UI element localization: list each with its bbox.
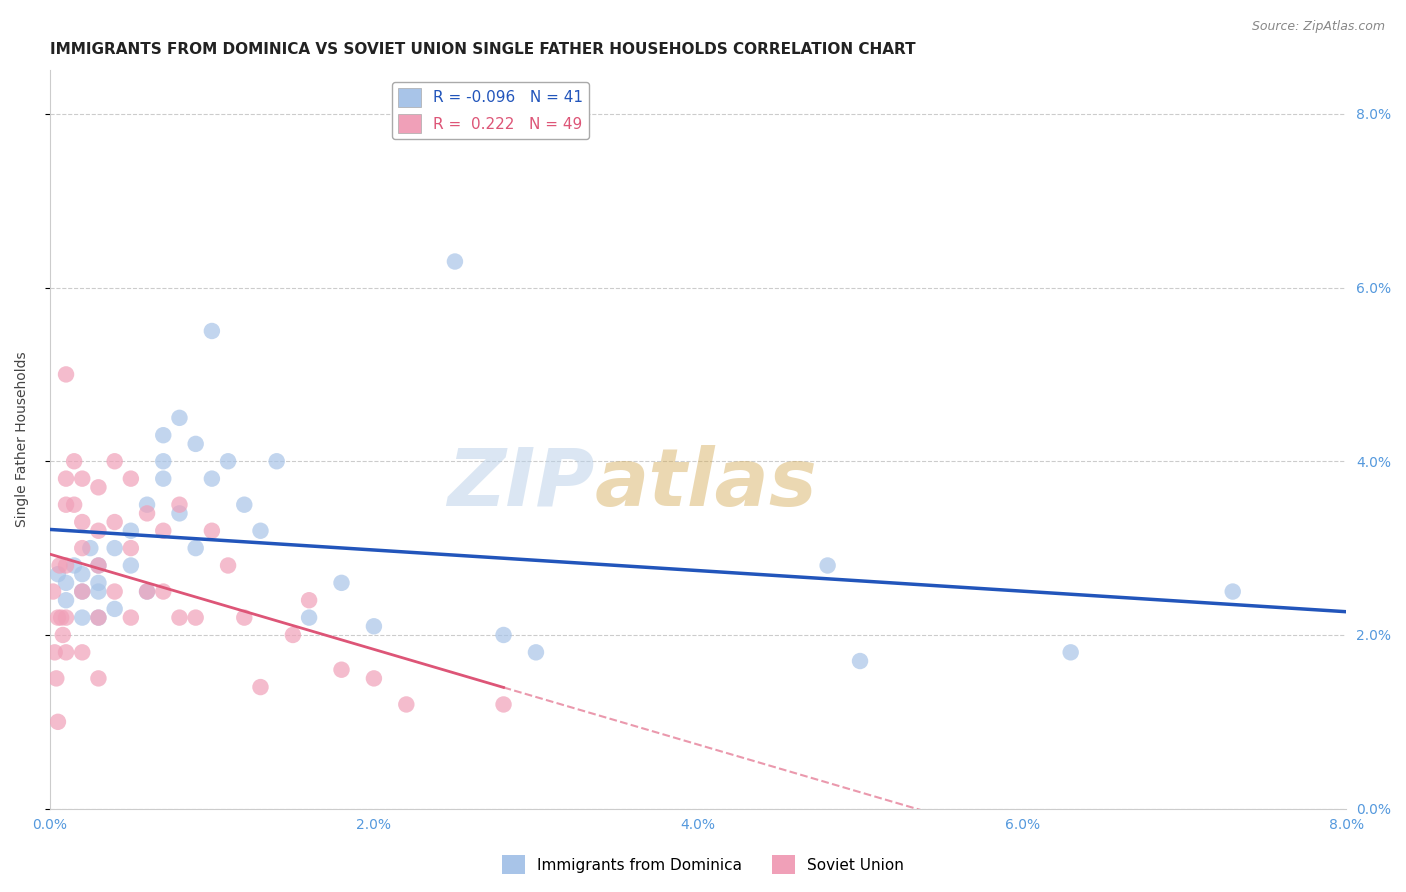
Text: ZIP: ZIP	[447, 445, 595, 523]
Point	[120, 472, 142, 486]
Point	[55, 593, 77, 607]
Point	[120, 558, 142, 573]
Point	[63, 558, 86, 573]
Legend: R = -0.096   N = 41, R =  0.222   N = 49: R = -0.096 N = 41, R = 0.222 N = 49	[392, 82, 589, 139]
Point	[1060, 645, 1083, 659]
Point	[444, 254, 467, 268]
Point	[70, 567, 93, 582]
Point	[87, 672, 110, 686]
Point	[63, 498, 86, 512]
Point	[87, 480, 110, 494]
Point	[363, 672, 385, 686]
Point	[46, 610, 69, 624]
Point	[55, 645, 77, 659]
Point	[70, 645, 93, 659]
Point	[249, 524, 271, 538]
Point	[55, 558, 77, 573]
Point	[79, 541, 101, 555]
Point	[87, 610, 110, 624]
Point	[201, 324, 224, 338]
Point	[44, 645, 66, 659]
Point	[330, 575, 353, 590]
Point	[63, 454, 86, 468]
Point	[136, 507, 159, 521]
Point	[217, 454, 239, 468]
Point	[104, 541, 127, 555]
Point	[42, 584, 65, 599]
Point	[184, 541, 207, 555]
Point	[55, 575, 77, 590]
Point	[152, 428, 174, 442]
Point	[201, 524, 224, 538]
Text: atlas: atlas	[595, 445, 817, 523]
Point	[849, 654, 872, 668]
Point	[70, 584, 93, 599]
Point	[52, 628, 75, 642]
Point	[233, 498, 256, 512]
Point	[169, 507, 191, 521]
Point	[169, 498, 191, 512]
Point	[120, 541, 142, 555]
Point	[249, 680, 271, 694]
Point	[48, 558, 70, 573]
Point	[70, 472, 93, 486]
Point	[70, 584, 93, 599]
Point	[87, 575, 110, 590]
Point	[492, 628, 515, 642]
Point	[298, 610, 321, 624]
Point	[817, 558, 839, 573]
Point	[184, 610, 207, 624]
Point	[46, 567, 69, 582]
Point	[152, 524, 174, 538]
Point	[46, 714, 69, 729]
Point	[55, 472, 77, 486]
Point	[152, 584, 174, 599]
Text: Source: ZipAtlas.com: Source: ZipAtlas.com	[1251, 20, 1385, 33]
Point	[330, 663, 353, 677]
Point	[395, 698, 418, 712]
Point	[492, 698, 515, 712]
Point	[45, 672, 67, 686]
Point	[104, 515, 127, 529]
Point	[136, 584, 159, 599]
Point	[152, 472, 174, 486]
Point	[87, 610, 110, 624]
Point	[281, 628, 304, 642]
Point	[70, 515, 93, 529]
Point	[104, 602, 127, 616]
Point	[87, 584, 110, 599]
Point	[120, 610, 142, 624]
Point	[266, 454, 288, 468]
Point	[70, 610, 93, 624]
Text: IMMIGRANTS FROM DOMINICA VS SOVIET UNION SINGLE FATHER HOUSEHOLDS CORRELATION CH: IMMIGRANTS FROM DOMINICA VS SOVIET UNION…	[49, 42, 915, 57]
Legend: Immigrants from Dominica, Soviet Union: Immigrants from Dominica, Soviet Union	[495, 849, 911, 880]
Point	[87, 558, 110, 573]
Point	[217, 558, 239, 573]
Point	[298, 593, 321, 607]
Point	[184, 437, 207, 451]
Y-axis label: Single Father Households: Single Father Households	[15, 351, 30, 527]
Point	[169, 410, 191, 425]
Point	[70, 541, 93, 555]
Point	[152, 454, 174, 468]
Point	[55, 498, 77, 512]
Point	[524, 645, 547, 659]
Point	[169, 610, 191, 624]
Point	[363, 619, 385, 633]
Point	[136, 584, 159, 599]
Point	[87, 558, 110, 573]
Point	[104, 454, 127, 468]
Point	[55, 610, 77, 624]
Point	[55, 368, 77, 382]
Point	[120, 524, 142, 538]
Point	[201, 472, 224, 486]
Point	[87, 524, 110, 538]
Point	[104, 584, 127, 599]
Point	[1222, 584, 1244, 599]
Point	[136, 498, 159, 512]
Point	[233, 610, 256, 624]
Point	[51, 610, 73, 624]
